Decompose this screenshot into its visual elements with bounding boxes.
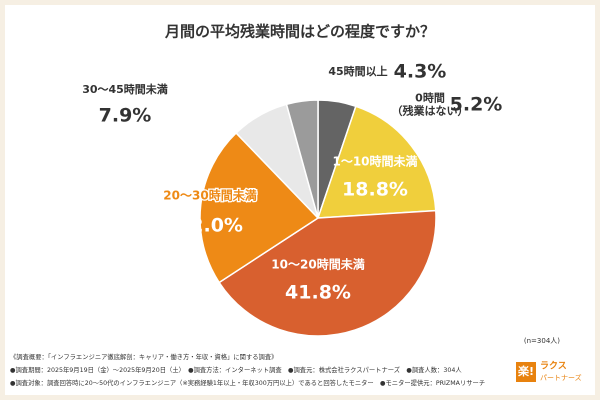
- sample-note: (n=304人): [524, 337, 560, 345]
- footnote: ●調査対象：調査回答時に20〜50代のインフラエンジニア（※実務経験1年以上・年…: [10, 378, 485, 387]
- footnote: ●調査期間：2025年9月19日（金）〜2025年9月20日（土） ●調査方法：…: [10, 365, 462, 374]
- value-label: 7.9%: [99, 105, 152, 127]
- value-label: 18.8%: [342, 179, 408, 201]
- slice-label: 10〜20時間未満: [271, 257, 364, 272]
- slice-label: 45時間以上: [328, 64, 387, 78]
- pie-slice: [285, 99, 319, 219]
- value-label: 5.2%: [450, 94, 503, 116]
- logo-mark-bg: [516, 362, 536, 382]
- slice-label: 0時間（残業はない）: [392, 90, 469, 117]
- pie-slice: [316, 105, 437, 219]
- slice-label: 1〜10時間未満: [332, 154, 417, 169]
- slice-label: 30〜45時間未満: [82, 82, 168, 96]
- pie-slice: [218, 209, 437, 337]
- chart-title: 月間の平均残業時間はどの程度ですか？: [164, 23, 435, 41]
- pie-slice: [199, 131, 320, 284]
- footnote: 《調査概要：「インフラエンジニア徹底解剖：キャリア・働き方・年収・資格」に関する…: [10, 352, 277, 361]
- logo-mark: 楽!: [517, 364, 534, 378]
- logo-text: パートナーズ: [540, 373, 582, 382]
- value-label: 41.8%: [285, 282, 351, 304]
- slice-label: 20〜30時間未満: [163, 188, 256, 203]
- value-label: 22.0%: [177, 215, 243, 237]
- value-label: 4.3%: [394, 61, 447, 83]
- logo-text: ラクス: [540, 361, 567, 372]
